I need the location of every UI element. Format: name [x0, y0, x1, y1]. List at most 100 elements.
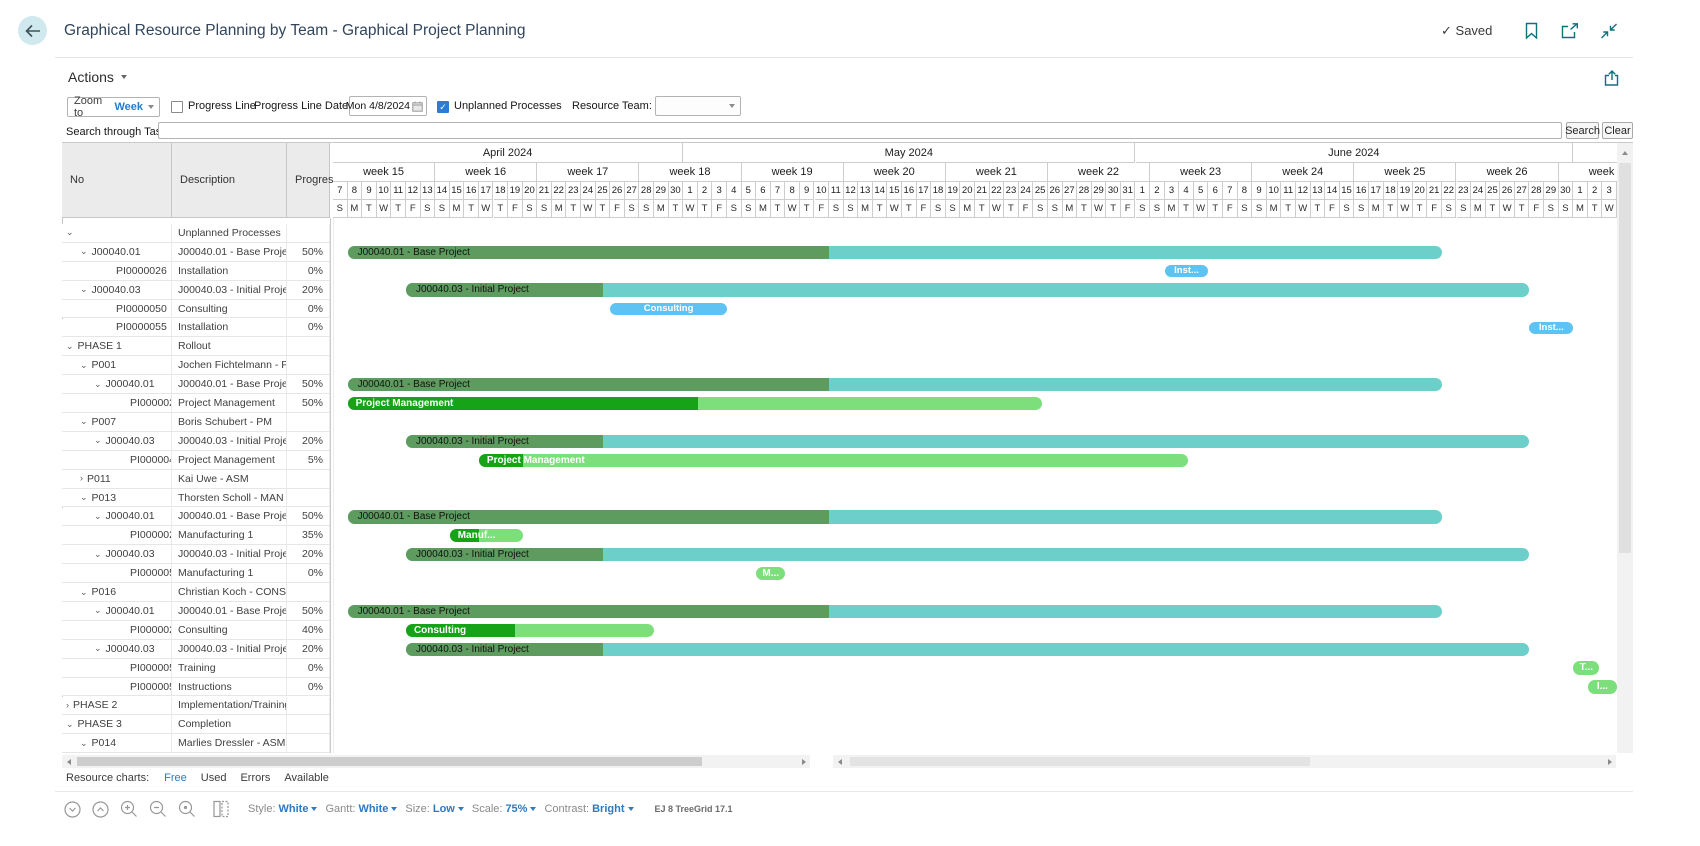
- expand-chevron-down-icon[interactable]: ⌄: [80, 284, 88, 295]
- circle-chevron-up-icon[interactable]: [92, 800, 109, 818]
- expand-chevron-down-icon[interactable]: ⌄: [80, 416, 88, 427]
- resource-chart-link-available[interactable]: Available: [284, 772, 329, 784]
- table-row[interactable]: ⌄ P001 Jochen Fichtelmann - PM: [62, 356, 330, 376]
- gantt-bar-process[interactable]: Project Management: [347, 396, 1043, 411]
- gantt-bar-process[interactable]: T...: [1573, 661, 1600, 675]
- zoom-out-icon[interactable]: [149, 800, 167, 818]
- clear-button[interactable]: Clear: [1602, 122, 1633, 139]
- zoom-reset-icon[interactable]: [178, 800, 196, 818]
- gantt-bar-project[interactable]: J00040.03 - Initial Project: [405, 548, 1530, 562]
- gantt-bar-milestone[interactable]: Inst...: [1164, 265, 1209, 277]
- table-row[interactable]: ⌄ J00040.01 J00040.01 - Base Project 50%: [62, 242, 330, 262]
- actions-menu[interactable]: Actions: [68, 69, 127, 85]
- gantt-bar-process[interactable]: Manuf...: [449, 529, 523, 543]
- table-row[interactable]: ⌄ PHASE 1 Rollout: [62, 337, 330, 357]
- gantt-bar-project[interactable]: J00040.01 - Base Project: [347, 377, 1442, 392]
- expand-chevron-down-icon[interactable]: ⌄: [66, 718, 74, 729]
- progress-line-checkbox[interactable]: [171, 101, 183, 113]
- table-row[interactable]: › PHASE 2 Implementation/Training: [62, 696, 330, 716]
- toolbar-dropdown-contrast[interactable]: Contrast: Bright: [544, 803, 634, 815]
- expand-chevron-down-icon[interactable]: ⌄: [80, 586, 88, 597]
- expand-chevron-down-icon[interactable]: ⌄: [94, 378, 102, 389]
- gantt-scrollbar-thumb[interactable]: [850, 757, 1310, 766]
- table-row[interactable]: ⌄ PHASE 3 Completion: [62, 715, 330, 735]
- gantt-scroll-left-button[interactable]: [833, 755, 846, 768]
- share-button[interactable]: [1603, 69, 1623, 87]
- gantt-horizontal-scrollbar[interactable]: [846, 755, 1603, 768]
- table-row[interactable]: ⌄ J00040.01 J00040.01 - Base Project 50%: [62, 375, 330, 395]
- toolbar-dropdown-scale[interactable]: Scale: 75%: [472, 803, 537, 815]
- bookmark-button[interactable]: [1524, 22, 1539, 40]
- table-row[interactable]: ⌄ J00040.03 J00040.03 - Initial Project 20%: [62, 431, 330, 451]
- open-in-new-window-button[interactable]: [1561, 23, 1579, 39]
- gantt-bar-project[interactable]: J00040.01 - Base Project: [347, 510, 1442, 524]
- table-row[interactable]: PI0000026 Installation 0%: [62, 261, 330, 281]
- table-row[interactable]: ⌄ J00040.03 J00040.03 - Initial Project 20%: [62, 639, 330, 659]
- gantt-bar-process[interactable]: Consulting: [405, 623, 654, 637]
- scroll-left-button[interactable]: [62, 755, 75, 768]
- toolbar-dropdown-size[interactable]: Size: Low: [405, 803, 464, 815]
- expand-chevron-down-icon[interactable]: ⌄: [94, 548, 102, 559]
- expand-chevron-down-icon[interactable]: ⌄: [80, 737, 88, 748]
- table-row[interactable]: ⌄ P013 Thorsten Scholl - MAN: [62, 488, 330, 508]
- vertical-scrollbar-thumb[interactable]: [1619, 163, 1631, 553]
- expand-chevron-down-icon[interactable]: ⌄: [80, 359, 88, 370]
- progress-line-date-input[interactable]: Mon 4/8/2024: [346, 96, 427, 116]
- back-button[interactable]: [18, 16, 47, 45]
- gantt-bar-process[interactable]: I...: [1587, 680, 1617, 694]
- table-horizontal-scrollbar[interactable]: [75, 755, 797, 768]
- calendar-icon[interactable]: [412, 101, 423, 112]
- table-row[interactable]: ⌄ P016 Christian Koch - CONSL: [62, 583, 330, 602]
- gantt-bar-milestone[interactable]: Inst...: [1529, 321, 1574, 334]
- circle-chevron-down-icon[interactable]: [64, 800, 81, 818]
- column-header-progress[interactable]: Progress: [287, 143, 339, 218]
- gantt-vertical-scrollbar[interactable]: [1617, 143, 1633, 753]
- expand-chevron-down-icon[interactable]: ⌄: [94, 510, 102, 521]
- table-row[interactable]: PI0000051Manufacturing 10%: [62, 564, 330, 584]
- table-row[interactable]: ⌄ J00040.03 J00040.03 - Initial Project 20%: [62, 280, 330, 300]
- table-row[interactable]: ⌄ J00040.03 J00040.03 - Initial Project 20%: [62, 545, 330, 565]
- page-columns-icon[interactable]: [213, 800, 229, 818]
- expand-chevron-down-icon[interactable]: ⌄: [66, 227, 74, 238]
- table-row[interactable]: PI0000055 Installation 0%: [62, 318, 330, 338]
- expand-chevron-right-icon[interactable]: ›: [80, 473, 83, 484]
- gantt-bar-project[interactable]: J00040.01 - Base Project: [347, 245, 1442, 259]
- table-row[interactable]: › P011 Kai Uwe - ASM: [62, 469, 330, 489]
- collapse-page-button[interactable]: [1600, 23, 1618, 39]
- gantt-bar-process[interactable]: Project Management: [478, 453, 1189, 467]
- table-row[interactable]: ⌄ J00040.01 J00040.01 - Base Project 50%: [62, 602, 330, 621]
- table-row[interactable]: PI0000024Consulting40%: [62, 620, 330, 640]
- table-scrollbar-thumb[interactable]: [77, 757, 702, 766]
- search-button[interactable]: Search: [1565, 122, 1600, 139]
- column-header-no[interactable]: No: [62, 143, 172, 218]
- scroll-right-button[interactable]: [797, 755, 810, 768]
- column-header-description[interactable]: Description: [172, 143, 287, 218]
- zoom-to-select[interactable]: Zoom to Week: [67, 95, 160, 119]
- search-tasks-input[interactable]: [158, 122, 1562, 139]
- expand-chevron-down-icon[interactable]: ⌄: [80, 246, 88, 257]
- resource-chart-link-errors[interactable]: Errors: [240, 772, 271, 784]
- table-row[interactable]: PI0000057Instructions0%: [62, 677, 330, 697]
- gantt-bar-project[interactable]: J00040.03 - Initial Project: [405, 283, 1530, 297]
- gantt-bar-process[interactable]: M...: [756, 566, 786, 581]
- expand-chevron-down-icon[interactable]: ⌄: [94, 435, 102, 446]
- table-row[interactable]: PI0000025Manufacturing 135%: [62, 526, 330, 546]
- gantt-bar-project[interactable]: J00040.03 - Initial Project: [405, 434, 1530, 448]
- toolbar-dropdown-style[interactable]: Style: White: [248, 803, 318, 815]
- resource-team-select[interactable]: [655, 96, 741, 116]
- table-row[interactable]: PI0000056Training0%: [62, 658, 330, 678]
- table-row[interactable]: PI0000050 Consulting 0%: [62, 299, 330, 319]
- table-row[interactable]: ⌄ P014 Marlies Dressler - ASM: [62, 734, 330, 753]
- table-row[interactable]: ⌄ P007 Boris Schubert - PM: [62, 413, 330, 432]
- expand-chevron-down-icon[interactable]: ⌄: [66, 340, 74, 351]
- toolbar-dropdown-gantt[interactable]: Gantt: White: [325, 803, 398, 815]
- gantt-bar-project[interactable]: J00040.03 - Initial Project: [405, 642, 1530, 656]
- expand-chevron-right-icon[interactable]: ›: [66, 699, 69, 710]
- zoom-in-icon[interactable]: [120, 800, 138, 818]
- gantt-bar-project[interactable]: J00040.01 - Base Project: [347, 604, 1442, 619]
- gantt-scroll-right-button[interactable]: [1603, 755, 1616, 768]
- expand-chevron-down-icon[interactable]: ⌄: [94, 605, 102, 616]
- expand-chevron-down-icon[interactable]: ⌄: [80, 492, 88, 503]
